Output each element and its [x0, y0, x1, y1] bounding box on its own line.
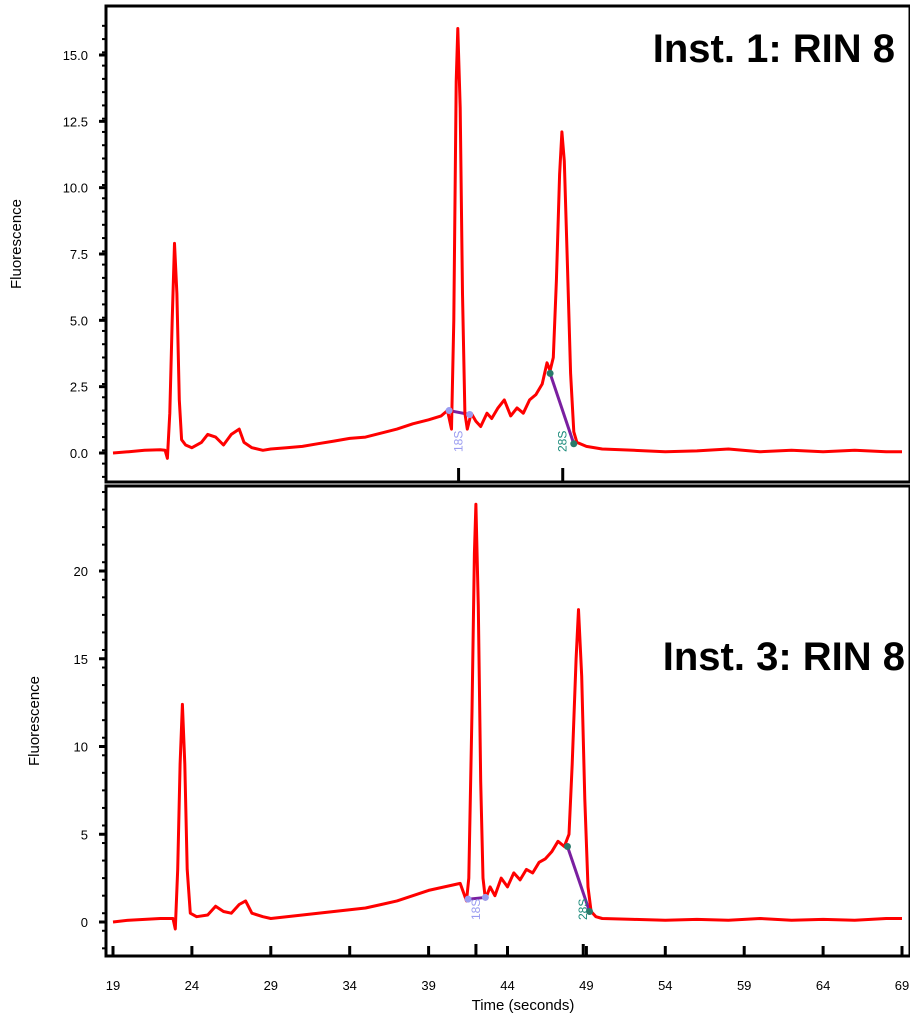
y-axis-title: Fluorescence — [26, 676, 43, 766]
x-tick-label: 49 — [579, 978, 593, 993]
peak-label: 28S — [556, 431, 570, 452]
y-tick-label: 7.5 — [70, 247, 88, 262]
panel-inst-1: Inst. 1: RIN 8 Fluorescence 0.0 2.5 5.0 7.5… — [8, 4, 910, 484]
peak-label: 18S — [469, 899, 483, 920]
peak-label: 18S — [452, 431, 466, 452]
x-tick-label: 44 — [500, 978, 514, 993]
y-tick-label: 5.0 — [70, 313, 88, 328]
baseline-marker — [586, 907, 594, 915]
y-tick-label: 15 — [74, 652, 88, 667]
baseline-marker — [464, 895, 472, 903]
baseline-marker — [563, 843, 571, 851]
panel-inst-3: Inst. 3: RIN 8 Fluorescence Time (second… — [26, 484, 910, 1014]
x-tick-label: 34 — [342, 978, 356, 993]
x-tick-label: 69 — [895, 978, 909, 993]
baseline-marker — [466, 411, 474, 419]
panel-title: Inst. 3: RIN 8 — [663, 635, 905, 679]
baseline-marker — [445, 407, 453, 415]
baseline-segment — [566, 846, 591, 912]
baseline-marker — [570, 440, 578, 448]
y-tick-label: 0.0 — [70, 446, 88, 461]
baseline-segment — [548, 372, 576, 445]
y-tick-label: 5 — [81, 827, 88, 842]
x-tick-label: 19 — [106, 978, 120, 993]
x-tick-label: 39 — [421, 978, 435, 993]
y-tick-label: 2.5 — [70, 380, 88, 395]
x-tick-label: 54 — [658, 978, 672, 993]
peak-label: 28S — [576, 899, 590, 920]
trace-line — [112, 27, 902, 460]
y-tick-label: 0 — [81, 915, 88, 930]
y-tick-label: 10 — [74, 740, 88, 755]
x-tick-label: 29 — [264, 978, 278, 993]
x-tick-label: 24 — [185, 978, 199, 993]
y-tick-label: 12.5 — [63, 114, 88, 129]
y-axis-title: Fluorescence — [8, 199, 25, 289]
trace-line — [112, 502, 902, 931]
baseline-marker — [481, 893, 489, 901]
x-axis-title: Time (seconds) — [472, 997, 575, 1014]
plot-frame — [104, 4, 910, 484]
x-tick-label: 64 — [816, 978, 830, 993]
y-tick-label: 10.0 — [63, 181, 88, 196]
y-tick-label: 20 — [74, 564, 88, 579]
y-tick-label: 15.0 — [63, 48, 88, 63]
panel-title: Inst. 1: RIN 8 — [653, 27, 895, 71]
x-tick-label: 59 — [737, 978, 751, 993]
baseline-marker — [546, 369, 554, 377]
